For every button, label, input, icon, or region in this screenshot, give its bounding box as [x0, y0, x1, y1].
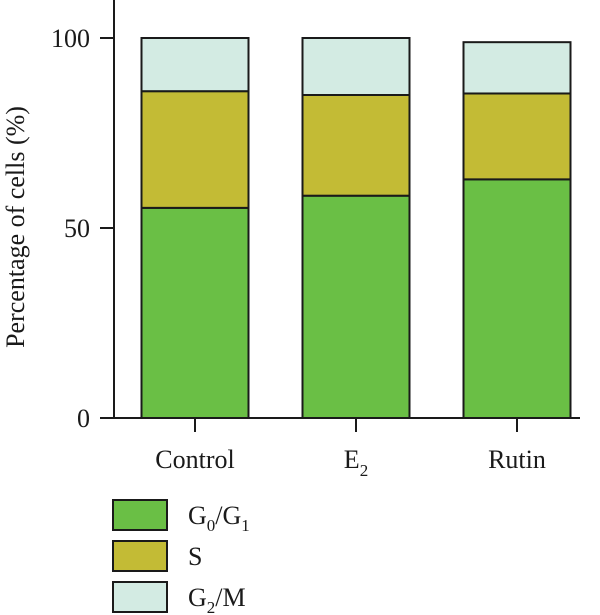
bar-rutin-series-0 [462, 178, 572, 419]
y-tick-label-100: 100 [51, 24, 90, 53]
x-tick-label-rutin: Rutin [488, 445, 546, 474]
bar-e2-series-1 [301, 94, 411, 197]
bar-control-series-0 [140, 206, 250, 419]
legend-label-2: G2/M [188, 583, 246, 615]
plot-area [140, 37, 572, 419]
legend: G0/G1 S G2/M [112, 499, 250, 615]
legend-swatch-2 [112, 581, 168, 613]
bar-e2-series-0 [301, 194, 411, 419]
bar-rutin-series-1 [462, 92, 572, 181]
bar-rutin-series-2 [462, 41, 572, 95]
x-tick-label-e2: E2 [344, 445, 368, 480]
bar-control-series-2 [140, 37, 250, 93]
bar-e2-series-2 [301, 37, 411, 96]
y-axis-label: Percentage of cells (%) [1, 106, 30, 348]
legend-swatch-1 [112, 540, 168, 572]
bar-control-series-1 [140, 90, 250, 209]
legend-label-1: S [188, 542, 202, 571]
legend-label-0: G0/G1 [188, 501, 250, 535]
y-axis: 0 50 100 [51, 0, 115, 433]
x-tick-label-control: Control [155, 445, 234, 474]
y-tick-label-50: 50 [64, 214, 90, 243]
x-axis: Control E2 Rutin [114, 417, 580, 480]
y-tick-label-0: 0 [77, 404, 90, 433]
legend-swatch-0 [112, 499, 168, 531]
